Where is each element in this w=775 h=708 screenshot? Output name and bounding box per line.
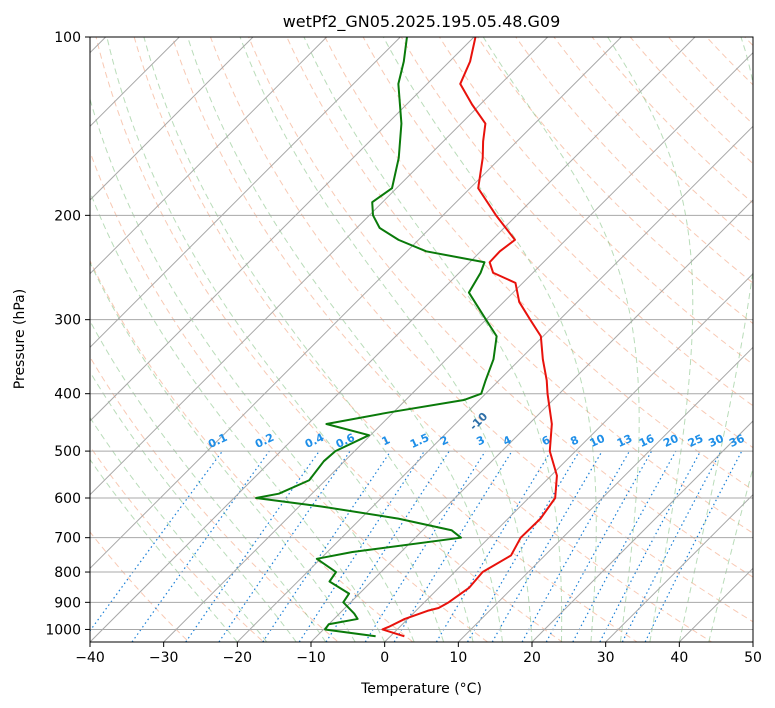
dry-adiabat-line <box>286 37 753 534</box>
isotherm-line <box>90 37 328 275</box>
sounding-line <box>381 37 558 638</box>
isotherm-line <box>90 37 549 496</box>
y-axis-ticks: 100 200 300 400 500 600 700 800 900 1000 <box>45 30 90 638</box>
dry-adiabat-line <box>90 445 265 642</box>
mixing-ratio-lines <box>90 450 743 642</box>
mixing-ratio-line <box>572 450 677 642</box>
x-tick-label: 50 <box>744 650 762 666</box>
isotherm-line <box>90 37 622 570</box>
y-tick-label: 400 <box>54 387 81 403</box>
mixing-ratio-line <box>262 450 392 642</box>
dry-adiabat-line <box>133 37 638 642</box>
y-tick-label: 600 <box>54 491 81 507</box>
mixing-ratio-label: 20 <box>661 432 681 450</box>
x-tick-label: 10 <box>449 650 467 666</box>
moist-adiabat-line <box>303 37 563 642</box>
mixing-ratio-line <box>364 450 486 642</box>
mixing-ratio-label: 13 <box>615 432 634 450</box>
isobar-grid <box>90 37 753 630</box>
y-tick-label: 100 <box>54 30 81 46</box>
y-tick-label: 700 <box>54 531 81 547</box>
isotherm-line <box>90 37 401 349</box>
mixing-ratio-line <box>298 450 425 642</box>
mixing-ratio-line <box>185 450 320 642</box>
moist-adiabat-line <box>90 370 297 642</box>
x-tick-label: −20 <box>223 650 253 666</box>
y-axis-title: Pressure (hPa) <box>12 289 28 389</box>
chart-title: wetPf2_GN05.2025.195.05.48.G09 <box>283 12 561 32</box>
mixing-ratio-label: 36 <box>727 432 747 450</box>
dry-adiabat-line <box>90 259 414 642</box>
plot-frame <box>89 36 754 643</box>
x-tick-label: −30 <box>149 650 179 666</box>
moist-adiabat-line <box>90 320 327 642</box>
y-tick-label: 200 <box>54 208 81 224</box>
dry-adiabat-line <box>209 37 753 623</box>
x-axis-title: Temperature (°C) <box>360 681 482 697</box>
mixing-ratio-label: 10 <box>588 432 608 450</box>
x-axis-ticks: −40 −30 −20 −10 0 10 20 30 40 50 <box>75 642 762 666</box>
x-tick-label: 20 <box>523 650 541 666</box>
mixing-ratio-line <box>131 450 270 642</box>
dry-adiabat-line <box>90 531 190 642</box>
y-tick-label: 500 <box>54 444 81 460</box>
isotherm-line <box>90 37 475 422</box>
dry-adiabat-line <box>95 37 564 642</box>
skewed-isotherms <box>90 37 753 642</box>
y-tick-label: 900 <box>54 595 81 611</box>
isotherm-line <box>605 493 753 642</box>
y-tick-label: 1000 <box>45 622 81 638</box>
moist-adiabat-line <box>90 190 386 642</box>
moist-adiabat-line <box>382 37 597 642</box>
plot-area: -100-90-80-70-60-50-40-30-20-100.10.20.4… <box>90 37 753 642</box>
isotherm-line <box>457 346 753 642</box>
dry-adiabat-line <box>476 37 753 325</box>
isotherm-line <box>531 420 753 642</box>
dry-adiabat-line <box>171 37 713 642</box>
moist-adiabat-line <box>143 37 474 642</box>
x-tick-label: 40 <box>670 650 688 666</box>
mixing-ratio-line <box>218 450 351 642</box>
mixing-ratio-label: 16 <box>637 432 657 450</box>
mixing-ratio-line <box>435 450 552 642</box>
moist-adiabat-line <box>239 37 533 642</box>
dry-adiabat-line <box>438 37 753 366</box>
y-tick-label: 300 <box>54 313 81 329</box>
x-tick-label: 30 <box>597 650 615 666</box>
mixing-ratio-label: 30 <box>706 432 726 450</box>
moist-adiabat-line <box>90 261 356 642</box>
isotherm-line <box>90 37 254 201</box>
moist-adiabat-line <box>678 37 753 642</box>
sounding-series <box>255 37 558 638</box>
moist-adiabat-line <box>607 37 694 642</box>
isotherm-line <box>236 125 753 642</box>
y-tick-label: 800 <box>54 565 81 581</box>
dry-adiabat-line <box>400 37 753 407</box>
moist-adiabat-line <box>90 458 238 642</box>
mixing-ratio-line <box>466 450 580 642</box>
isotherm-line <box>163 51 753 642</box>
x-tick-label: −10 <box>296 650 326 666</box>
dry-adiabat-line <box>90 356 339 642</box>
isotherm-line <box>310 199 753 642</box>
moist-adiabat-line <box>482 37 640 642</box>
moist-adiabat-line <box>90 416 268 642</box>
isotherm-line <box>384 272 753 642</box>
moist-adiabat-line <box>708 466 753 642</box>
moist-adiabat-line <box>106 37 445 642</box>
x-tick-label: 0 <box>380 650 389 666</box>
mixing-ratio-line <box>599 450 702 642</box>
mixing-ratio-line <box>325 450 450 642</box>
sounding-line <box>255 37 498 638</box>
moist-adiabat-line <box>187 37 504 642</box>
x-tick-label: −40 <box>75 650 105 666</box>
mixing-ratio-label: 25 <box>686 432 705 450</box>
isotherm-line <box>90 37 696 642</box>
